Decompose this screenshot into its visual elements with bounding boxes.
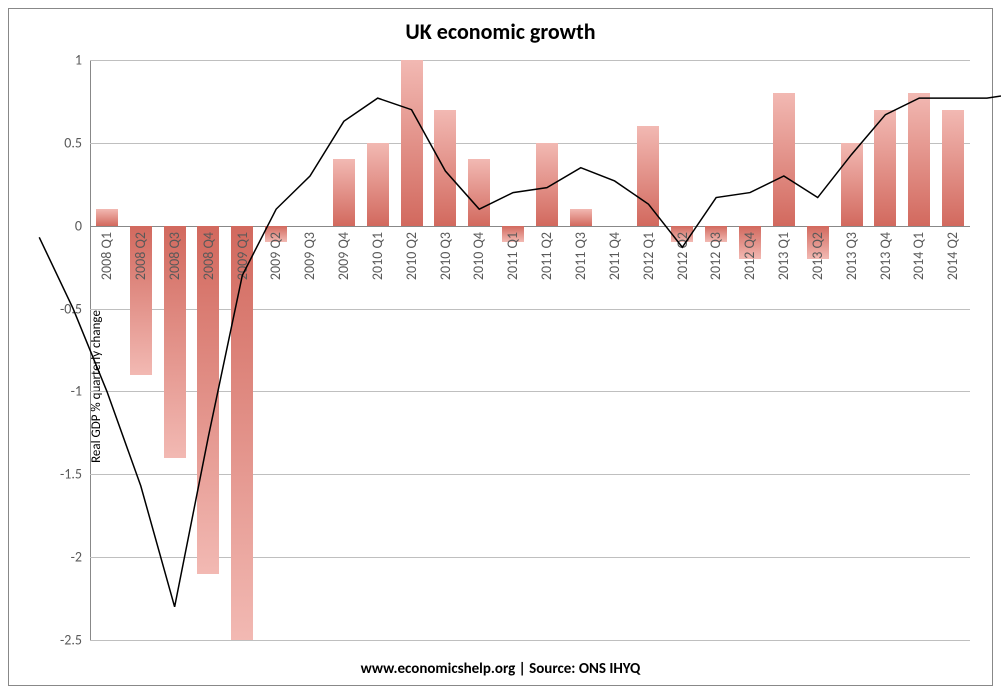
line-series xyxy=(90,60,970,640)
line-path xyxy=(39,93,1001,607)
y-tick-label: -1.5 xyxy=(60,466,82,483)
y-tick-label: -2.5 xyxy=(60,632,82,649)
y-tick-label: -1 xyxy=(71,383,82,400)
chart-title: UK economic growth xyxy=(0,18,1001,45)
gridline xyxy=(90,640,970,641)
y-tick-label: 0 xyxy=(75,217,82,234)
y-tick-label: 1 xyxy=(75,52,82,69)
chart-container: UK economic growth Real GDP % quarterly … xyxy=(0,0,1001,694)
chart-footer: www.economicshelp.org | Source: ONS IHYQ xyxy=(0,660,1001,678)
y-tick-label: -2 xyxy=(71,549,82,566)
y-tick-label: 0.5 xyxy=(64,134,82,151)
plot-area: -2.5-2-1.5-1-0.500.512008 Q12008 Q22008 … xyxy=(90,60,970,640)
